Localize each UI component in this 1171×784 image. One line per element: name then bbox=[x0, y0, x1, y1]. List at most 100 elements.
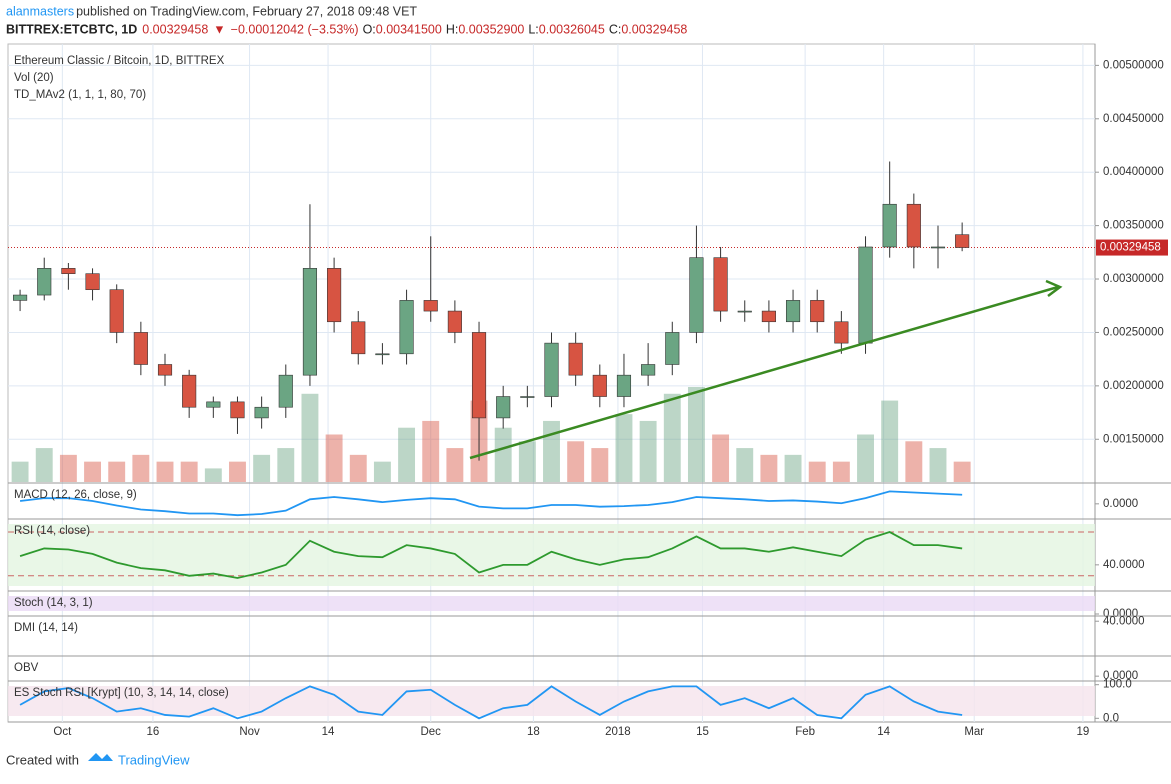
axes: Oct 16 Nov 14 Dec 18 2018 15 Feb 14 Mar 19 0.0015000… bbox=[53, 59, 1168, 738]
candle-body bbox=[206, 401, 221, 408]
pane-label: MACD (12, 26, close, 9) bbox=[14, 489, 137, 501]
pane-label: RSI (14, close) bbox=[14, 525, 90, 537]
trend-arrow bbox=[1045, 279, 1063, 297]
trend-line bbox=[469, 285, 1059, 460]
x-tick-label: 2018 bbox=[605, 726, 631, 738]
pane-tick-label: 40.0000 bbox=[1103, 559, 1145, 571]
candle-body bbox=[302, 268, 318, 376]
candle-body bbox=[737, 310, 752, 313]
volume-bar bbox=[687, 387, 705, 482]
pane-label: Stoch (14, 3, 1) bbox=[14, 597, 93, 609]
plot bbox=[8, 161, 1095, 482]
candle-body bbox=[592, 374, 607, 397]
volume-bar bbox=[543, 420, 560, 482]
volume-bar bbox=[204, 468, 222, 482]
x-tick-label: 16 bbox=[147, 726, 160, 738]
candle-body bbox=[182, 374, 197, 408]
legend-entry: TD_MAv2 (1, 1, 1, 80, 70) bbox=[14, 89, 146, 101]
candle-body bbox=[278, 374, 293, 408]
candle-body bbox=[230, 401, 245, 419]
published: published on TradingView.com, February 2… bbox=[76, 4, 417, 18]
volume-bar bbox=[639, 420, 657, 482]
y-tick-label: 0.00200000 bbox=[1103, 380, 1164, 392]
volume-bar bbox=[373, 461, 391, 482]
volume-bar bbox=[446, 448, 464, 482]
pane-tick-label: 40.0000 bbox=[1103, 615, 1145, 627]
candle-body bbox=[713, 257, 728, 312]
volume-bar bbox=[712, 434, 730, 482]
volume-bar bbox=[760, 454, 778, 482]
candle-body bbox=[447, 310, 462, 333]
ohlc-key: H: bbox=[446, 22, 459, 36]
y-tick-label: 0.00350000 bbox=[1103, 220, 1164, 232]
x-tick-label: Nov bbox=[239, 726, 260, 738]
volume-bar bbox=[253, 454, 271, 482]
volume-bar bbox=[325, 434, 343, 482]
volume-bar bbox=[736, 448, 754, 482]
legend-entry: Vol (20) bbox=[14, 72, 54, 84]
volume-bar bbox=[35, 448, 53, 482]
volume-bar bbox=[518, 441, 536, 482]
y-tick-label: 0.00400000 bbox=[1103, 166, 1164, 178]
candle-body bbox=[109, 289, 124, 333]
pane-tick-label: 100.0 bbox=[1103, 679, 1132, 691]
candle-body bbox=[858, 246, 873, 344]
volume-bar bbox=[905, 441, 923, 482]
candle-body bbox=[568, 342, 583, 376]
x-tick-label: Mar bbox=[964, 726, 984, 738]
candle-body bbox=[665, 332, 680, 365]
volume-bar bbox=[229, 461, 246, 482]
pane-label: OBV bbox=[14, 662, 39, 674]
pane-tick-label: 0.0000 bbox=[1103, 670, 1138, 682]
volume-bar bbox=[953, 461, 971, 482]
ohlc-value: 0.00326045 bbox=[539, 22, 605, 36]
volume-bar bbox=[615, 414, 633, 482]
volume-bar bbox=[398, 427, 416, 482]
indicator-line bbox=[19, 685, 963, 720]
candle-body bbox=[351, 321, 366, 355]
pane-label: DMI (14, 14) bbox=[14, 622, 78, 634]
volume-bar bbox=[422, 420, 440, 482]
brand[interactable]: TradingView bbox=[118, 752, 190, 767]
volume-bar bbox=[156, 461, 174, 482]
last-price-box bbox=[1096, 239, 1168, 256]
x-tick-label: 14 bbox=[877, 726, 890, 738]
ohlc-key: O: bbox=[363, 22, 376, 36]
ohlc-value: 0.00341500 bbox=[376, 22, 442, 36]
symbol: BITTREX:ETCBTC, 1D bbox=[6, 22, 137, 36]
volume-bar bbox=[832, 461, 850, 482]
candle-body bbox=[616, 374, 632, 397]
panes: 0.0000 MACD (12, 26, close, 9) 40.0000 RSI … bbox=[8, 482, 1171, 724]
volume-bar bbox=[349, 454, 367, 482]
pane-tick-label: 0.0 bbox=[1103, 712, 1119, 724]
author[interactable]: alanmasters bbox=[6, 4, 74, 18]
volume-bar bbox=[591, 448, 609, 482]
candle-body bbox=[520, 396, 535, 398]
created-with: Created with bbox=[6, 752, 79, 767]
indicator-line bbox=[19, 490, 963, 517]
candle-body bbox=[761, 310, 776, 323]
pane-tick-label: 0.0000 bbox=[1103, 498, 1138, 510]
candle-body bbox=[133, 332, 148, 365]
volume-bar bbox=[108, 461, 126, 482]
candle-body bbox=[157, 364, 173, 376]
legend-entry: Ethereum Classic / Bitcoin, 1D, BITTREX bbox=[14, 55, 225, 67]
volume-bar bbox=[11, 461, 29, 482]
ohlc-key: L: bbox=[528, 22, 538, 36]
volume-bar bbox=[59, 454, 77, 482]
volume-bar bbox=[663, 393, 681, 482]
ohlc-value: 0.00352900 bbox=[458, 22, 524, 36]
x-tick-label: 19 bbox=[1077, 726, 1090, 738]
candle-body bbox=[544, 342, 559, 397]
pane-band bbox=[8, 596, 1095, 611]
candle-body bbox=[375, 353, 390, 356]
volume-bar bbox=[929, 448, 947, 482]
candle-body bbox=[61, 268, 76, 274]
last-price-label: 0.00329458 bbox=[1100, 242, 1161, 254]
y-tick-label: 0.00450000 bbox=[1103, 113, 1164, 125]
volume-bar bbox=[494, 427, 512, 482]
x-tick-label: Oct bbox=[53, 726, 72, 738]
pane-label: ES Stoch RSI [Krypt] (10, 3, 14, 14, clo… bbox=[14, 687, 229, 699]
